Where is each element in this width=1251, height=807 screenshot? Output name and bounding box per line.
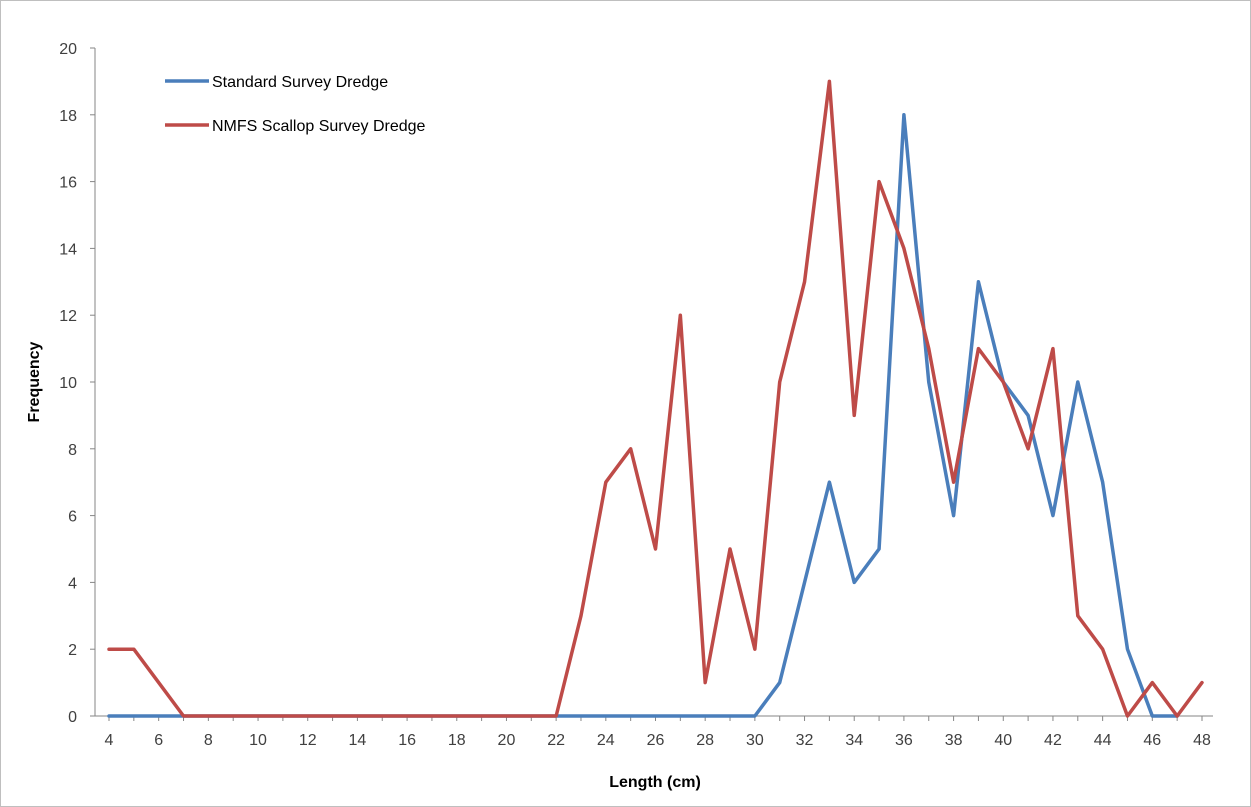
legend-label: Standard Survey Dredge [212, 74, 388, 91]
legend-label: NMFS Scallop Survey Dredge [212, 118, 426, 135]
series-line-2 [107, 79, 1204, 718]
x-tick-label: 44 [1094, 732, 1112, 749]
x-tick-label: 48 [1193, 732, 1211, 749]
y-tick-label: 8 [68, 442, 77, 459]
x-tick-label: 28 [696, 732, 714, 749]
y-tick-label: 14 [59, 241, 77, 258]
y-tick-label: 18 [59, 108, 77, 125]
x-tick-label: 40 [994, 732, 1012, 749]
x-tick-label: 4 [105, 732, 114, 749]
x-tick-label: 32 [796, 732, 814, 749]
y-tick-label: 2 [68, 642, 77, 659]
x-tick-label: 20 [498, 732, 516, 749]
x-tick-label: 8 [204, 732, 213, 749]
y-tick-label: 16 [59, 175, 77, 192]
x-tick-label: 18 [448, 732, 466, 749]
x-axis: 4 6 8 10 12 14 16 18 20 22 24 26 28 30 32 34 36 38 40 42 44 4… [95, 715, 1213, 749]
x-axis-title: Length (cm) [609, 774, 701, 791]
legend: Standard Survey Dredge NMFS Scallop Surve… [165, 74, 426, 135]
x-tick-label: 10 [249, 732, 267, 749]
x-tick-label: 36 [895, 732, 913, 749]
x-tick-label: 12 [299, 732, 317, 749]
x-tick-label: 34 [845, 732, 863, 749]
y-tick-label: 12 [59, 308, 77, 325]
y-tick-label: 0 [68, 709, 77, 726]
x-tick-label: 30 [746, 732, 764, 749]
y-tick-label: 4 [68, 575, 77, 592]
x-tick-label: 16 [398, 732, 416, 749]
x-tick-label: 26 [647, 732, 665, 749]
y-tick-label: 20 [59, 41, 77, 58]
y-axis: 0 2 4 6 8 10 12 14 16 18 20 [59, 41, 96, 726]
y-axis-title: Frequency [26, 341, 43, 422]
series-layer [107, 79, 1204, 718]
y-tick-label: 10 [59, 375, 77, 392]
x-tick-label: 14 [349, 732, 367, 749]
x-tick-label: 46 [1143, 732, 1161, 749]
x-tick-label: 6 [154, 732, 163, 749]
y-tick-label: 6 [68, 509, 77, 526]
x-tick-label: 42 [1044, 732, 1062, 749]
x-tick-label: 22 [547, 732, 565, 749]
x-tick-label: 38 [945, 732, 963, 749]
x-tick-label: 24 [597, 732, 615, 749]
